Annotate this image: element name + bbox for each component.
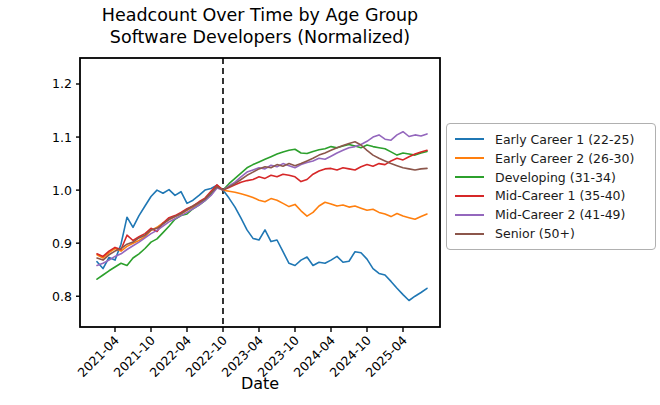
- x-axis-label: Date: [160, 374, 360, 393]
- y-tick-label: 0.8: [52, 289, 72, 304]
- legend-line-swatch: [455, 157, 484, 159]
- legend-item: Early Career 2 (26-30): [455, 149, 651, 168]
- legend-label: Senior (50+): [495, 226, 575, 241]
- legend-label: Developing (31-34): [495, 170, 616, 185]
- axes-frame: [80, 58, 440, 327]
- legend-line-swatch: [455, 233, 484, 235]
- figure: Headcount Over Time by Age Group Softwar…: [0, 0, 660, 405]
- y-tick-label: 1.1: [52, 130, 72, 145]
- legend-item: Mid-Career 1 (35-40): [455, 186, 651, 205]
- legend: Early Career 1 (22-25) Early Career 2 (26…: [446, 123, 656, 250]
- y-tick-label: 1.2: [52, 76, 72, 91]
- y-tick-label: 1.0: [52, 183, 72, 198]
- series-line-mid-career-2-41-49-: [97, 132, 427, 266]
- legend-label: Early Career 1 (22-25): [495, 132, 634, 147]
- legend-line-swatch: [455, 195, 484, 197]
- legend-line-swatch: [455, 214, 484, 216]
- y-tick-label: 0.9: [52, 236, 72, 251]
- legend-label: Early Career 2 (26-30): [495, 151, 634, 166]
- legend-item: Mid-Career 2 (41-49): [455, 205, 651, 224]
- legend-line-swatch: [455, 138, 484, 140]
- legend-item: Developing (31-34): [455, 168, 651, 187]
- legend-label: Mid-Career 1 (35-40): [495, 188, 625, 203]
- legend-item: Early Career 1 (22-25): [455, 130, 651, 149]
- series-line-early-career-1-22-25-: [97, 185, 427, 300]
- legend-item: Senior (50+): [455, 224, 651, 243]
- legend-line-swatch: [455, 176, 484, 178]
- legend-label: Mid-Career 2 (41-49): [495, 207, 625, 222]
